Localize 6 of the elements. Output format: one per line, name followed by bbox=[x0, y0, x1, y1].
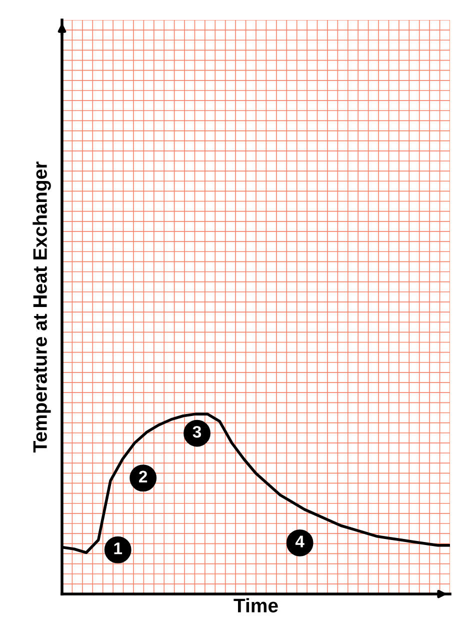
y-axis-title: Temperature at Heat Exchanger bbox=[32, 162, 51, 452]
annotation: 4 bbox=[295, 536, 304, 548]
annotation: 2 bbox=[139, 470, 148, 482]
annotation: 3 bbox=[192, 426, 202, 438]
x-axis-title: Time bbox=[234, 598, 278, 612]
annotation: 1 bbox=[114, 542, 122, 554]
